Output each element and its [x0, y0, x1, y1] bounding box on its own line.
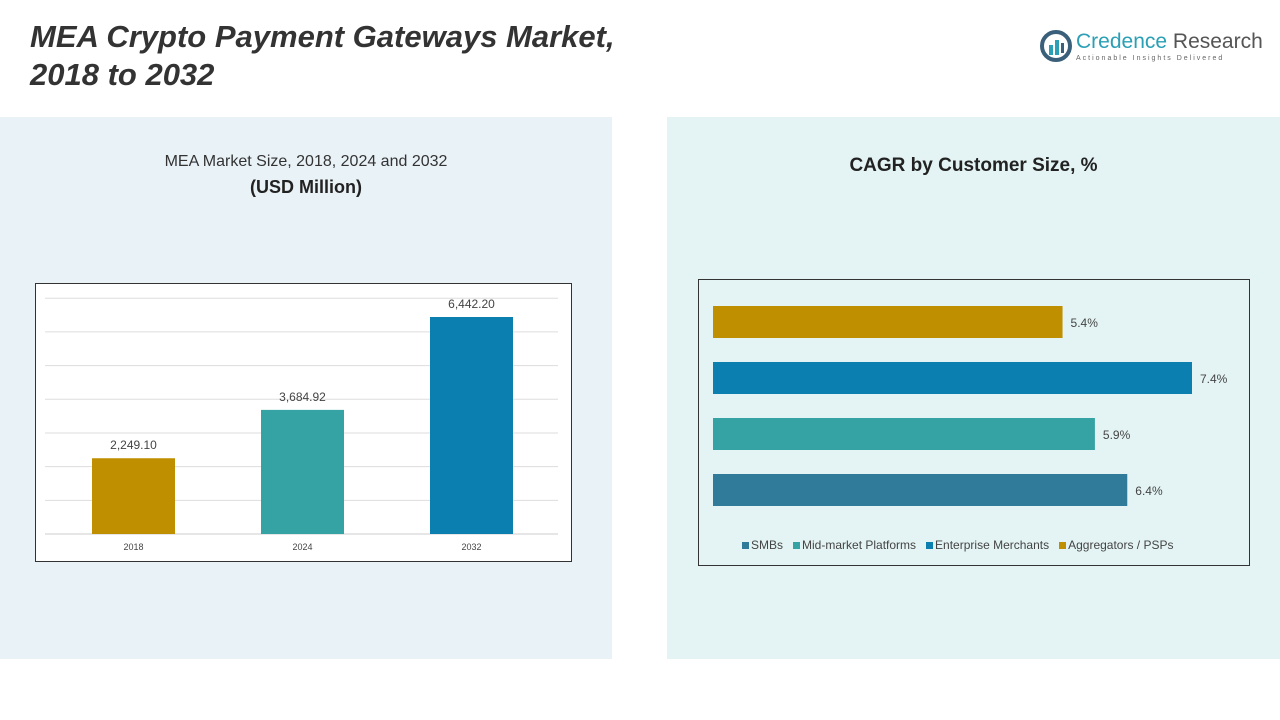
logo: Credence Research Actionable Insights De… — [1040, 30, 1263, 62]
legend: SMBs Mid-market Platforms Enterprise Merch… — [742, 538, 1173, 552]
legend-swatch — [793, 542, 801, 549]
bar-SMBs — [713, 474, 1128, 506]
data-label: 3,684.92 — [279, 390, 326, 404]
bar-2018 — [92, 458, 175, 534]
chart-subtitle: (USD Million) — [250, 177, 362, 197]
legend-item: Mid-market Platforms — [793, 538, 916, 552]
legend-item: SMBs — [742, 538, 783, 552]
logo-name: Credence — [1076, 30, 1168, 53]
legend-swatch — [742, 542, 749, 549]
data-label: 6,442.20 — [448, 297, 495, 311]
data-label: 2,249.10 — [110, 438, 157, 452]
bar-Enterprise Merchants — [713, 362, 1192, 394]
x-tick-label: 2018 — [123, 542, 143, 552]
market-size-chart: 2,249.10 2018 3,684.92 2024 6,442.20 2032 — [45, 297, 558, 552]
bar-Aggregators / PSPs — [713, 306, 1063, 338]
legend-swatch — [926, 542, 934, 549]
legend-label: Mid-market Platforms — [802, 538, 917, 552]
legend-label: Aggregators / PSPs — [1068, 538, 1174, 552]
page-title: MEA Crypto Payment Gateways Market, 2018… — [30, 19, 615, 92]
logo-name2: Research — [1172, 30, 1263, 53]
data-label: 7.4% — [1200, 372, 1228, 386]
legend-label: Enterprise Merchants — [935, 538, 1050, 552]
cagr-chart-box — [698, 279, 1250, 566]
cagr-chart-title: CAGR by Customer Size, % — [849, 155, 1098, 176]
legend-swatch — [1059, 542, 1067, 549]
data-label: 6.4% — [1135, 484, 1163, 498]
data-label: 5.4% — [1071, 316, 1099, 330]
x-tick-label: 2032 — [461, 542, 481, 552]
data-label: 5.9% — [1103, 428, 1131, 442]
chart-title: MEA Market Size, 2018, 2024 and 2032 — [164, 153, 448, 170]
legend-item: Enterprise Merchants — [926, 538, 1049, 552]
logo-tagline: Actionable Insights Delivered — [1076, 55, 1225, 62]
logo-icon — [1040, 30, 1072, 62]
bar-2032 — [430, 317, 513, 534]
legend-label: SMBs — [751, 538, 784, 552]
legend-item: Aggregators / PSPs — [1059, 538, 1173, 552]
bar-Mid-market Platforms — [713, 418, 1095, 450]
bar-2024 — [261, 409, 344, 534]
x-tick-label: 2024 — [292, 542, 312, 552]
